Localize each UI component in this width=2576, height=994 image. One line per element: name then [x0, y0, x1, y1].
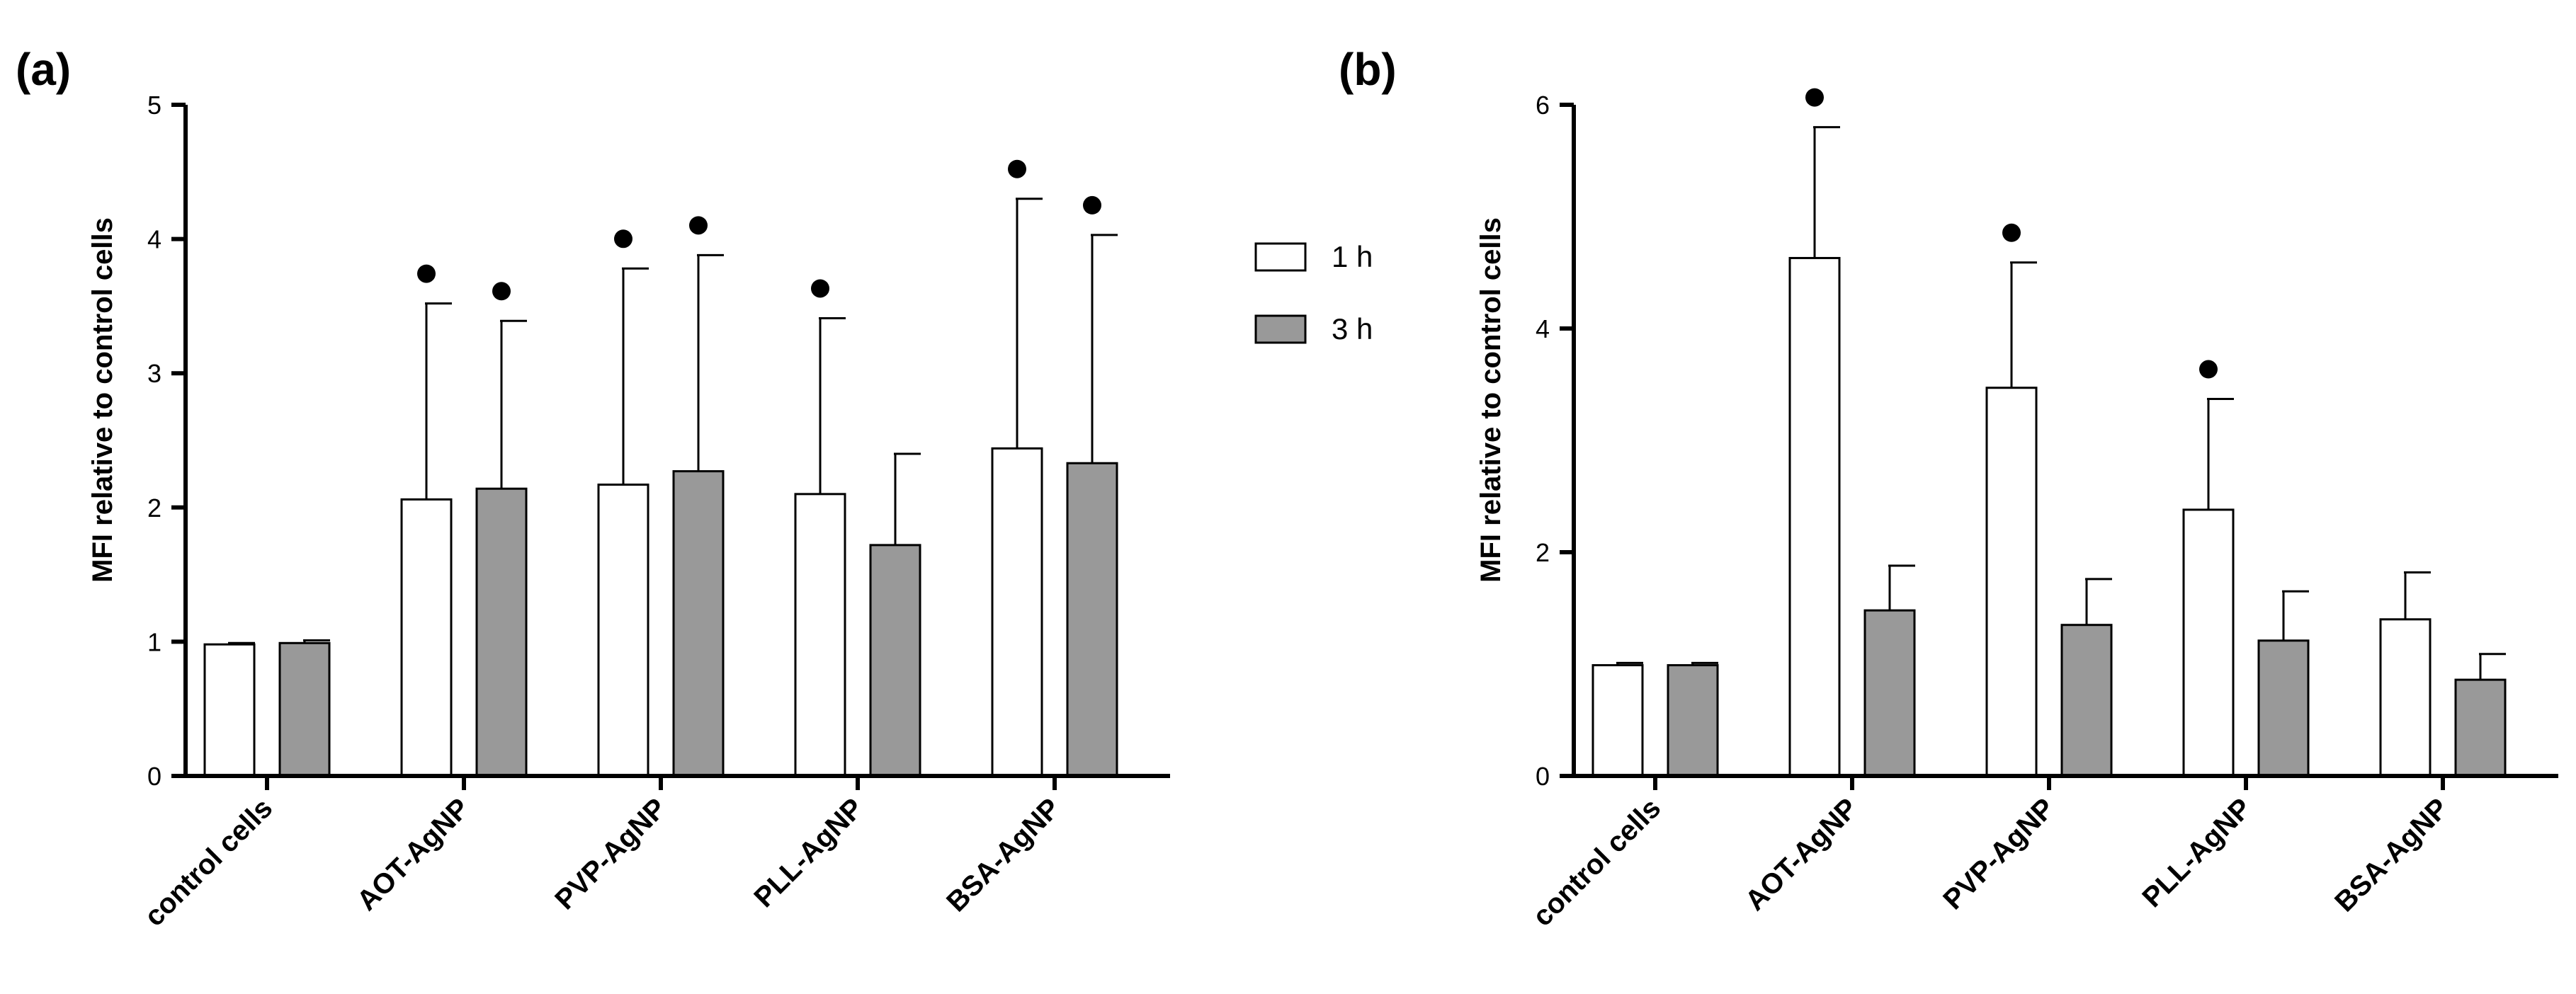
- panel-a-label: (a): [16, 44, 71, 95]
- legend-label-3h: 3 h: [1332, 312, 1373, 345]
- bar-3h: [1863, 609, 1916, 777]
- bar-3h: [2060, 624, 2113, 777]
- y-tick-label: 3: [147, 359, 161, 388]
- significance-dot: [1805, 88, 1824, 107]
- significance-dot: [614, 229, 632, 248]
- panel-a-axes: [183, 105, 1170, 790]
- category-label: AOT-AgNP: [351, 792, 476, 917]
- legend-label-1h: 1 h: [1332, 240, 1373, 273]
- category-label: BSA-AgNP: [941, 792, 1066, 918]
- category-label: control cells: [1527, 792, 1667, 932]
- y-tick-label: 2: [147, 493, 161, 522]
- panel-b-error-bars: [1616, 126, 2506, 680]
- significance-dot: [2002, 223, 2021, 242]
- bar-3h: [1667, 664, 1719, 777]
- category-label: control cells: [139, 792, 279, 932]
- bar-1h: [597, 484, 649, 777]
- legend-swatch-1h: [1254, 242, 1307, 272]
- legend-swatch-3h: [1254, 314, 1307, 344]
- significance-dot: [492, 282, 511, 301]
- y-tick-label: 5: [147, 91, 161, 120]
- significance-dot: [1008, 159, 1026, 178]
- significance-dot: [811, 279, 829, 298]
- panel-b-significance-markers: [1805, 88, 2218, 379]
- bar-1h: [2379, 618, 2432, 777]
- bar-3h: [672, 470, 725, 777]
- bar-1h: [1985, 387, 2038, 777]
- bar-3h: [278, 641, 331, 777]
- legend: 1 h 3 h: [1254, 240, 1373, 345]
- category-label: PLL-AgNP: [2136, 792, 2257, 913]
- bar-3h: [2454, 678, 2507, 777]
- panel-b-label: (b): [1339, 44, 1397, 95]
- category-label: PVP-AgNP: [1937, 792, 2060, 915]
- panel-b-bars: [1591, 256, 2507, 777]
- panel-b-category-labels: control cells AOT-AgNP PVP-AgNP PLL-AgNP BSA…: [1527, 792, 2455, 932]
- bar-1h: [1788, 256, 1841, 777]
- bar-1h: [991, 447, 1043, 777]
- y-tick-label: 6: [1536, 91, 1550, 120]
- category-label: BSA-AgNP: [2329, 792, 2454, 918]
- y-tick-label: 0: [1536, 762, 1550, 791]
- bar-3h: [1066, 462, 1118, 777]
- y-tick-label: 4: [1536, 314, 1550, 343]
- bar-1h: [2182, 508, 2235, 777]
- panel-b-y-axis-title: MFI relative to control cells: [1475, 217, 1507, 583]
- panel-a-category-labels: control cells AOT-AgNP PVP-AgNP PLL-AgNP BSA…: [139, 792, 1067, 932]
- y-tick-label: 4: [147, 225, 161, 254]
- category-label: PVP-AgNP: [549, 792, 672, 915]
- bar-1h: [794, 493, 846, 777]
- y-tick-label: 0: [147, 762, 161, 791]
- panel-a: (a) MFI relative to control cells 0 1 2 3 4 5…: [16, 44, 1170, 932]
- significance-dot: [689, 216, 708, 235]
- bar-3h: [869, 544, 921, 777]
- significance-dot: [1083, 195, 1101, 215]
- bar-3h: [475, 487, 528, 777]
- panel-a-error-bars: [228, 198, 1118, 645]
- panel-a-y-ticks: 0 1 2 3 4 5: [147, 91, 186, 791]
- panel-b-axes: [1572, 105, 2558, 790]
- bar-1h: [203, 643, 256, 777]
- panel-b: (b) MFI relative to control cells 0 2 4 6 c…: [1339, 44, 2558, 932]
- bar-3h: [2257, 639, 2310, 777]
- category-label: PLL-AgNP: [748, 792, 869, 913]
- significance-dot: [2199, 360, 2218, 379]
- y-tick-label: 1: [147, 627, 161, 656]
- y-tick-label: 2: [1536, 538, 1550, 567]
- panel-a-y-axis-title: MFI relative to control cells: [87, 217, 118, 583]
- panel-a-significance-markers: [417, 159, 1101, 301]
- panel-a-bars: [203, 447, 1118, 777]
- panel-b-y-ticks: 0 2 4 6: [1536, 91, 1574, 791]
- bar-1h: [400, 498, 453, 777]
- bar-1h: [1591, 664, 1644, 777]
- category-label: AOT-AgNP: [1740, 792, 1864, 917]
- significance-dot: [417, 264, 436, 283]
